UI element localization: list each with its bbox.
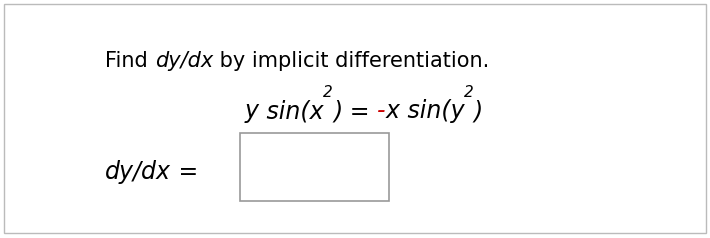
- Text: dy/dx: dy/dx: [155, 50, 213, 70]
- Text: Find: Find: [105, 50, 155, 70]
- Text: dy/dx: dy/dx: [105, 159, 171, 183]
- Text: sin(x: sin(x: [258, 99, 323, 123]
- Text: ): ): [474, 99, 483, 123]
- Text: 2: 2: [464, 85, 474, 100]
- Text: x: x: [386, 99, 400, 123]
- Text: y: y: [245, 99, 258, 123]
- Text: by implicit differentiation.: by implicit differentiation.: [213, 50, 489, 70]
- Text: ) =: ) =: [333, 99, 377, 123]
- FancyBboxPatch shape: [240, 133, 388, 201]
- Text: 2: 2: [323, 85, 333, 100]
- Text: sin(y: sin(y: [400, 99, 464, 123]
- Text: -: -: [377, 99, 386, 123]
- Text: =: =: [171, 159, 199, 183]
